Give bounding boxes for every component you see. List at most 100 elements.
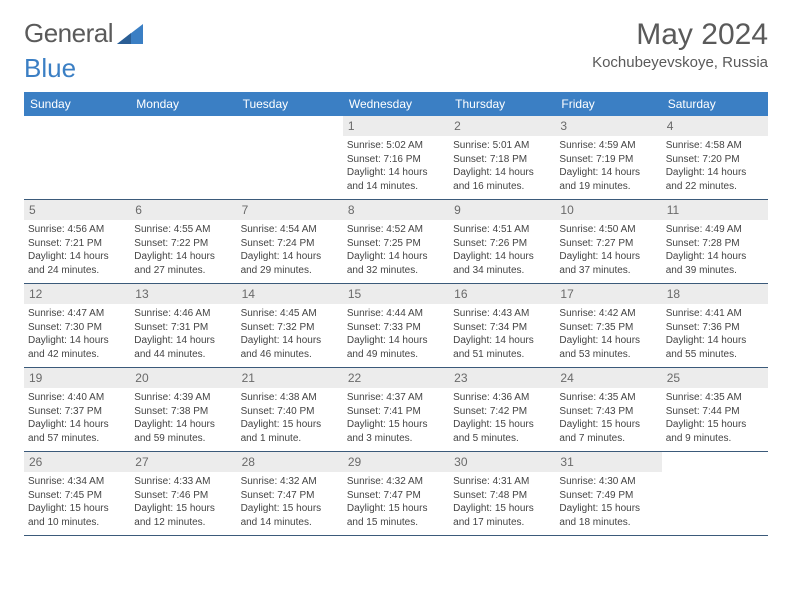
day-header-saturday: Saturday: [662, 92, 768, 116]
day-info: Sunrise: 4:58 AMSunset: 7:20 PMDaylight:…: [666, 139, 764, 193]
sunrise-text: Sunrise: 4:50 AM: [559, 223, 657, 237]
day-info: Sunrise: 4:49 AMSunset: 7:28 PMDaylight:…: [666, 223, 764, 277]
day-info: Sunrise: 4:38 AMSunset: 7:40 PMDaylight:…: [241, 391, 339, 445]
sunrise-text: Sunrise: 5:02 AM: [347, 139, 445, 153]
daylight-text: Daylight: 14 hours and 14 minutes.: [347, 166, 445, 193]
day-cell: 26Sunrise: 4:34 AMSunset: 7:45 PMDayligh…: [24, 452, 130, 535]
sunset-text: Sunset: 7:25 PM: [347, 237, 445, 251]
week-row: 19 Sunrise: 4:40 AMSunset: 7:37 PMDayligh…: [24, 368, 768, 452]
calendar: SundayMondayTuesdayWednesdayThursdayFrid…: [24, 92, 768, 536]
sunset-text: Sunset: 7:42 PM: [453, 405, 551, 419]
daylight-text: Daylight: 15 hours and 17 minutes.: [453, 502, 551, 529]
day-number: 15: [343, 284, 449, 304]
day-info: Sunrise: 4:40 AMSunset: 7:37 PMDaylight:…: [28, 391, 126, 445]
day-number: 22: [343, 368, 449, 388]
daylight-text: Daylight: 15 hours and 3 minutes.: [347, 418, 445, 445]
day-info: Sunrise: 4:39 AMSunset: 7:38 PMDaylight:…: [134, 391, 232, 445]
daylight-text: Daylight: 15 hours and 7 minutes.: [559, 418, 657, 445]
day-number: 10: [555, 200, 661, 220]
day-cell: 10 Sunrise: 4:50 AMSunset: 7:27 PMDayligh…: [555, 200, 661, 283]
sunset-text: Sunset: 7:40 PM: [241, 405, 339, 419]
daylight-text: Daylight: 15 hours and 18 minutes.: [559, 502, 657, 529]
day-info: Sunrise: 4:47 AMSunset: 7:30 PMDaylight:…: [28, 307, 126, 361]
day-cell: 23Sunrise: 4:36 AMSunset: 7:42 PMDayligh…: [449, 368, 555, 451]
sunrise-text: Sunrise: 5:01 AM: [453, 139, 551, 153]
sunrise-text: Sunrise: 4:51 AM: [453, 223, 551, 237]
daylight-text: Daylight: 14 hours and 19 minutes.: [559, 166, 657, 193]
day-number: 21: [237, 368, 343, 388]
day-header-thursday: Thursday: [449, 92, 555, 116]
sunrise-text: Sunrise: 4:52 AM: [347, 223, 445, 237]
sunrise-text: Sunrise: 4:56 AM: [28, 223, 126, 237]
day-info: Sunrise: 4:34 AMSunset: 7:45 PMDaylight:…: [28, 475, 126, 529]
daylight-text: Daylight: 15 hours and 1 minute.: [241, 418, 339, 445]
day-cell: 25Sunrise: 4:35 AMSunset: 7:44 PMDayligh…: [662, 368, 768, 451]
day-number: 4: [662, 116, 768, 136]
sunset-text: Sunset: 7:47 PM: [241, 489, 339, 503]
day-info: Sunrise: 4:50 AMSunset: 7:27 PMDaylight:…: [559, 223, 657, 277]
day-number: 17: [555, 284, 661, 304]
day-cell: 6Sunrise: 4:55 AMSunset: 7:22 PMDaylight…: [130, 200, 236, 283]
week-row: 26Sunrise: 4:34 AMSunset: 7:45 PMDayligh…: [24, 452, 768, 536]
day-info: Sunrise: 5:01 AMSunset: 7:18 PMDaylight:…: [453, 139, 551, 193]
day-cell: 19 Sunrise: 4:40 AMSunset: 7:37 PMDayligh…: [24, 368, 130, 451]
sunrise-text: Sunrise: 4:46 AM: [134, 307, 232, 321]
sunrise-text: Sunrise: 4:32 AM: [347, 475, 445, 489]
day-info: Sunrise: 4:32 AMSunset: 7:47 PMDaylight:…: [347, 475, 445, 529]
logo-text-2: Blue: [24, 53, 768, 84]
day-cell: 4 Sunrise: 4:58 AMSunset: 7:20 PMDaylight…: [662, 116, 768, 199]
day-number: [662, 452, 768, 458]
day-cell: 31Sunrise: 4:30 AMSunset: 7:49 PMDayligh…: [555, 452, 661, 535]
sunrise-text: Sunrise: 4:54 AM: [241, 223, 339, 237]
sunset-text: Sunset: 7:16 PM: [347, 153, 445, 167]
day-number: 11: [662, 200, 768, 220]
day-info: Sunrise: 4:51 AMSunset: 7:26 PMDaylight:…: [453, 223, 551, 277]
sunrise-text: Sunrise: 4:59 AM: [559, 139, 657, 153]
day-number: 2: [449, 116, 555, 136]
weeks-container: 1Sunrise: 5:02 AMSunset: 7:16 PMDaylight…: [24, 116, 768, 536]
day-number: 28: [237, 452, 343, 472]
sunrise-text: Sunrise: 4:47 AM: [28, 307, 126, 321]
sunrise-text: Sunrise: 4:44 AM: [347, 307, 445, 321]
day-number: [130, 116, 236, 122]
logo: General: [24, 18, 143, 49]
sunset-text: Sunset: 7:36 PM: [666, 321, 764, 335]
day-cell: 24Sunrise: 4:35 AMSunset: 7:43 PMDayligh…: [555, 368, 661, 451]
day-number: 16: [449, 284, 555, 304]
daylight-text: Daylight: 14 hours and 32 minutes.: [347, 250, 445, 277]
day-info: Sunrise: 4:37 AMSunset: 7:41 PMDaylight:…: [347, 391, 445, 445]
day-number: 31: [555, 452, 661, 472]
daylight-text: Daylight: 14 hours and 39 minutes.: [666, 250, 764, 277]
day-cell: 13Sunrise: 4:46 AMSunset: 7:31 PMDayligh…: [130, 284, 236, 367]
day-cell: 11 Sunrise: 4:49 AMSunset: 7:28 PMDayligh…: [662, 200, 768, 283]
day-info: Sunrise: 4:59 AMSunset: 7:19 PMDaylight:…: [559, 139, 657, 193]
day-number: 25: [662, 368, 768, 388]
sunset-text: Sunset: 7:27 PM: [559, 237, 657, 251]
day-header-wednesday: Wednesday: [343, 92, 449, 116]
day-cell: 8Sunrise: 4:52 AMSunset: 7:25 PMDaylight…: [343, 200, 449, 283]
sunrise-text: Sunrise: 4:32 AM: [241, 475, 339, 489]
daylight-text: Daylight: 14 hours and 59 minutes.: [134, 418, 232, 445]
day-cell: 17Sunrise: 4:42 AMSunset: 7:35 PMDayligh…: [555, 284, 661, 367]
day-cell: [130, 116, 236, 199]
day-number: 1: [343, 116, 449, 136]
daylight-text: Daylight: 14 hours and 22 minutes.: [666, 166, 764, 193]
day-info: Sunrise: 4:52 AMSunset: 7:25 PMDaylight:…: [347, 223, 445, 277]
daylight-text: Daylight: 14 hours and 16 minutes.: [453, 166, 551, 193]
sunrise-text: Sunrise: 4:35 AM: [559, 391, 657, 405]
day-header-sunday: Sunday: [24, 92, 130, 116]
sunrise-text: Sunrise: 4:33 AM: [134, 475, 232, 489]
daylight-text: Daylight: 14 hours and 37 minutes.: [559, 250, 657, 277]
daylight-text: Daylight: 14 hours and 46 minutes.: [241, 334, 339, 361]
sunset-text: Sunset: 7:45 PM: [28, 489, 126, 503]
day-number: 19: [24, 368, 130, 388]
sunrise-text: Sunrise: 4:34 AM: [28, 475, 126, 489]
sunrise-text: Sunrise: 4:35 AM: [666, 391, 764, 405]
sunset-text: Sunset: 7:31 PM: [134, 321, 232, 335]
daylight-text: Daylight: 14 hours and 42 minutes.: [28, 334, 126, 361]
sunset-text: Sunset: 7:28 PM: [666, 237, 764, 251]
sunrise-text: Sunrise: 4:37 AM: [347, 391, 445, 405]
day-cell: 1 Sunrise: 5:02 AMSunset: 7:16 PMDaylight…: [343, 116, 449, 199]
day-info: Sunrise: 5:02 AMSunset: 7:16 PMDaylight:…: [347, 139, 445, 193]
week-row: 1Sunrise: 5:02 AMSunset: 7:16 PMDaylight…: [24, 116, 768, 200]
